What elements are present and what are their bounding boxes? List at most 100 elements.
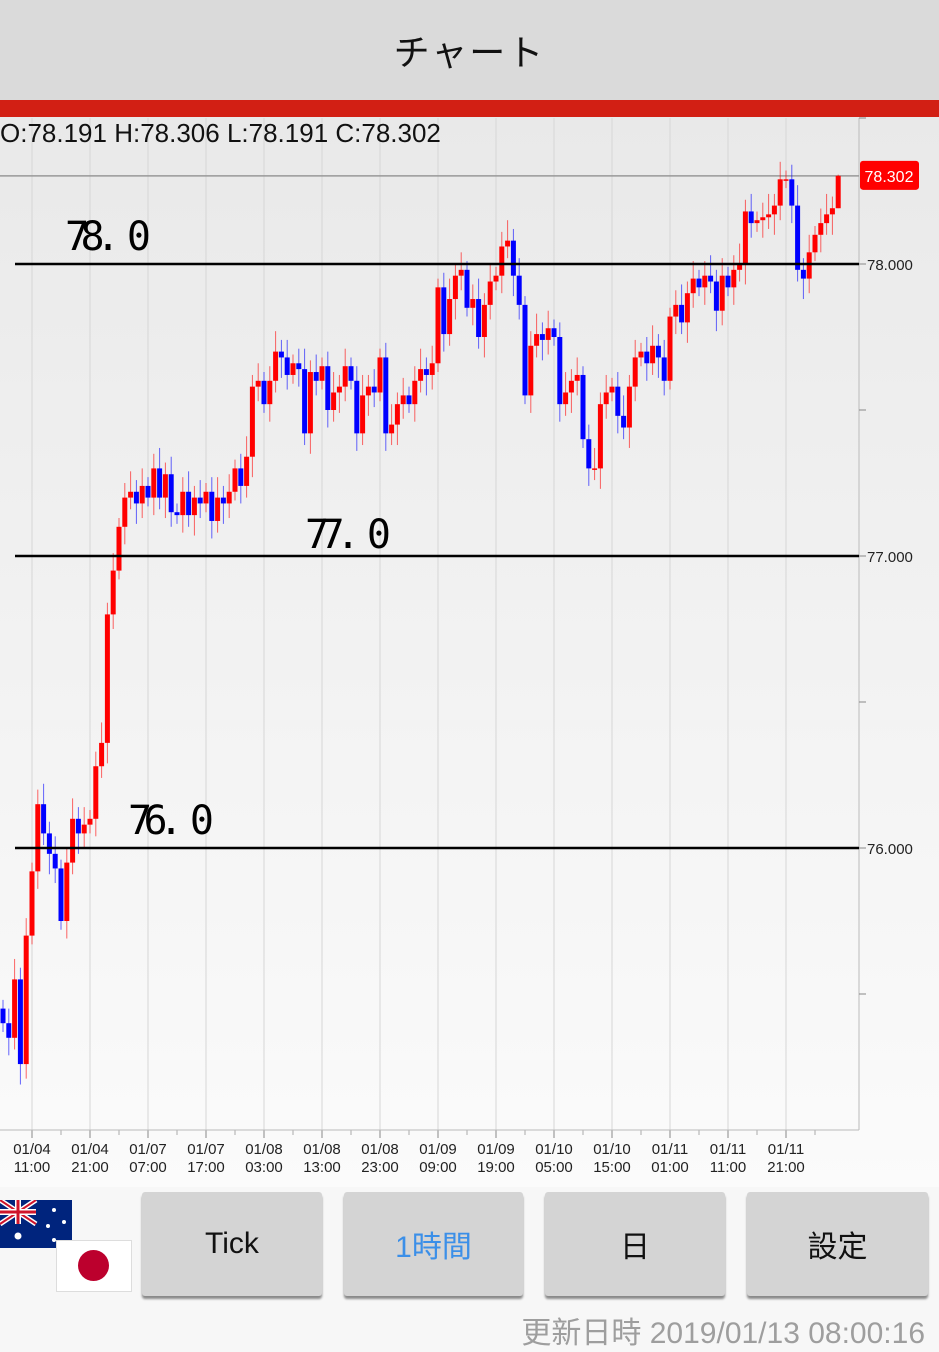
candle-body: [528, 345, 534, 396]
candle-body: [220, 497, 226, 504]
candle-body: [400, 395, 406, 405]
y-tick-label: 77.000: [867, 549, 913, 566]
candle-body: [835, 175, 841, 209]
candle-body: [731, 269, 737, 288]
candle-body: [754, 220, 760, 224]
candle-body: [626, 386, 632, 428]
x-tick-label-date: 01/08: [361, 1141, 399, 1158]
daily-button[interactable]: 日: [545, 1192, 725, 1296]
candle-body: [122, 497, 128, 527]
candle-body: [737, 264, 743, 270]
current-price-tag: [860, 160, 919, 190]
updated-timestamp: 更新日時 2019/01/13 08:00:16: [521, 1317, 925, 1350]
candle-body: [278, 351, 284, 358]
candle-body: [238, 468, 244, 486]
hourly-button[interactable]: 1時間: [344, 1192, 523, 1296]
candle-body: [499, 246, 505, 276]
candle-body: [522, 304, 528, 396]
candle-body: [470, 299, 476, 308]
japan-flag-icon[interactable]: [56, 1240, 132, 1292]
x-tick-label-time: 15:00: [593, 1159, 631, 1176]
candle-body: [615, 386, 621, 416]
settings-button[interactable]: 設定: [747, 1192, 928, 1296]
candle-body: [812, 234, 818, 253]
candle-body: [783, 179, 789, 181]
candle-body: [58, 868, 64, 921]
x-tick-label-time: 23:00: [361, 1159, 399, 1176]
x-tick-label-date: 01/11: [768, 1141, 804, 1158]
x-tick-label-time: 13:00: [303, 1159, 341, 1176]
candle-body: [162, 474, 168, 498]
candle-body: [771, 205, 777, 215]
candle-body: [64, 862, 70, 921]
candle-body: [719, 275, 725, 311]
candle-body: [760, 217, 766, 221]
hourly-button-label: 1時間: [395, 1231, 472, 1264]
candle-body: [319, 366, 325, 381]
x-tick-label-time: 19:00: [477, 1159, 515, 1176]
x-tick-label-date: 01/09: [477, 1141, 515, 1158]
candle-body: [557, 337, 563, 405]
x-tick-label-date: 01/11: [710, 1141, 746, 1158]
candle-body: [725, 275, 731, 288]
candle-body: [244, 456, 250, 486]
candle-body: [29, 871, 35, 936]
accent-bar: [0, 100, 939, 117]
candle-body: [592, 468, 598, 470]
candle-body: [516, 275, 522, 305]
candle-body: [464, 269, 470, 308]
candle-body: [325, 366, 331, 410]
candle-body: [342, 366, 348, 387]
candle-body: [313, 372, 319, 381]
candle-body: [307, 372, 313, 434]
candle-body: [568, 380, 574, 393]
candle-body: [17, 979, 23, 1065]
candle-body: [23, 935, 29, 1065]
candle-body: [412, 380, 418, 405]
x-tick-label-time: 21:00: [767, 1159, 805, 1176]
candle-body: [621, 415, 627, 428]
x-tick-label-time: 01:00: [651, 1159, 689, 1176]
x-tick-label-time: 11:00: [14, 1159, 50, 1176]
candlestick-chart[interactable]: 01/0411:0001/0421:0001/0707:0001/0717:00…: [0, 0, 939, 1190]
candle-body: [302, 369, 308, 434]
x-tick-label-date: 01/11: [652, 1141, 688, 1158]
x-tick-label-date: 01/04: [71, 1141, 109, 1158]
candle-body: [824, 214, 830, 224]
candle-body: [574, 374, 580, 381]
candle-body: [684, 293, 690, 323]
candle-body: [261, 380, 267, 405]
settings-button-label: 設定: [807, 1231, 868, 1264]
candle-body: [383, 357, 389, 434]
x-tick-label-time: 05:00: [535, 1159, 573, 1176]
candle-body: [510, 240, 516, 276]
candle-body: [539, 334, 545, 340]
candle-body: [441, 287, 447, 335]
x-tick-label-date: 01/04: [13, 1141, 51, 1158]
y-tick-label: 76.000: [867, 841, 913, 858]
candle-body: [284, 357, 290, 375]
candle-body: [197, 497, 203, 504]
candle-body: [563, 392, 569, 405]
candle-body: [696, 278, 702, 288]
app-header: チャート: [0, 0, 939, 100]
candle-body: [661, 357, 667, 381]
candle-body: [377, 357, 383, 393]
x-tick-label-time: 03:00: [245, 1159, 283, 1176]
tick-button[interactable]: Tick: [142, 1192, 322, 1296]
candle-body: [371, 386, 377, 393]
x-tick-label-date: 01/07: [129, 1141, 167, 1158]
candle-body: [6, 1023, 12, 1038]
candle-body: [186, 491, 192, 516]
x-tick-label-date: 01/09: [419, 1141, 457, 1158]
candle-body: [360, 395, 366, 434]
candle-body: [713, 281, 719, 311]
candle-body: [145, 485, 151, 498]
candle-body: [203, 491, 209, 504]
candle-body: [493, 275, 499, 282]
x-tick-label-time: 09:00: [419, 1159, 457, 1176]
candle-body: [209, 491, 215, 521]
candle-body: [487, 281, 493, 305]
candle-body: [348, 366, 354, 381]
candle-body: [818, 223, 824, 235]
